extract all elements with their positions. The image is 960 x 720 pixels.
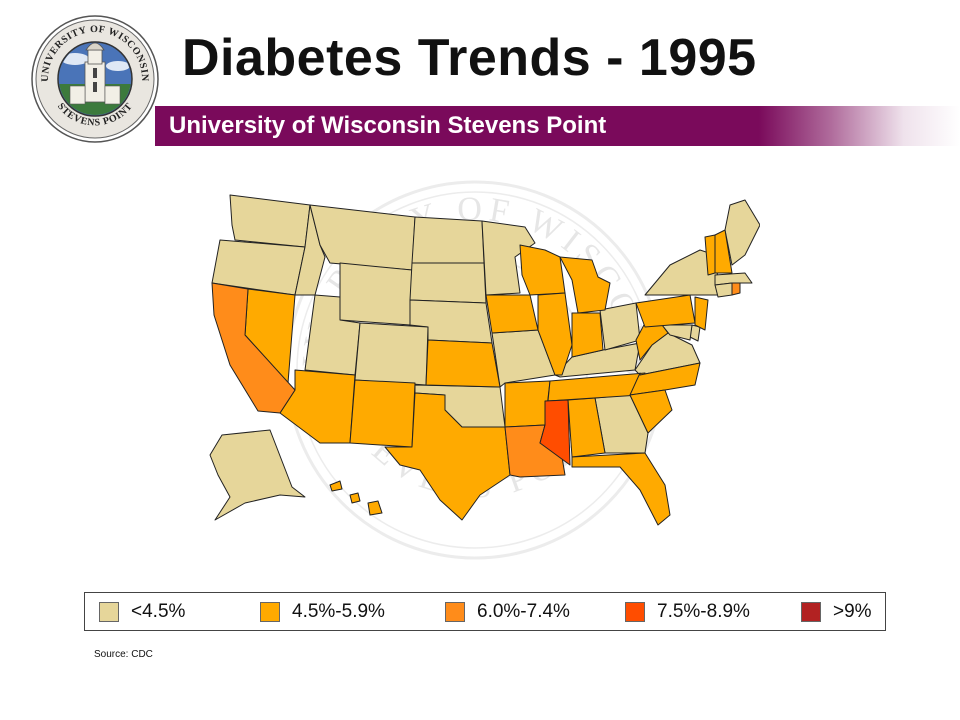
state-mi: [559, 256, 611, 314]
state-fl: [571, 452, 671, 526]
state-in: [571, 312, 604, 358]
legend-label: 7.5%-8.9%: [657, 601, 750, 622]
state-wa: [229, 194, 311, 248]
state-hi: [329, 480, 383, 516]
legend-label: <4.5%: [131, 601, 186, 622]
legend-item: >9%: [801, 601, 872, 623]
state-sd: [409, 262, 487, 304]
state-az: [279, 369, 356, 444]
state-pa: [635, 294, 696, 328]
legend-swatch: [801, 602, 821, 622]
university-seal-logo: UNIVERSITY OF WISCONSIN STEVENS POINT: [31, 15, 159, 143]
state-nj: [694, 296, 709, 331]
legend-swatch: [625, 602, 645, 622]
page-title: Diabetes Trends - 1995: [182, 29, 757, 87]
legend-item: 4.5%-5.9%: [260, 601, 385, 623]
state-sc: [629, 389, 673, 434]
state-me: [724, 199, 760, 266]
legend-item: <4.5%: [99, 601, 185, 623]
state-oh: [599, 302, 641, 351]
state-ar: [504, 380, 551, 428]
state-il: [537, 292, 573, 376]
legend-label: 4.5%-5.9%: [292, 601, 385, 622]
state-ma: [714, 272, 753, 286]
source-note: Source: CDC: [94, 649, 153, 660]
legend-label: >9%: [833, 601, 872, 622]
legend-label: 6.0%-7.4%: [477, 601, 570, 622]
subtitle-banner: University of Wisconsin Stevens Point: [155, 106, 960, 146]
state-ia: [485, 294, 539, 334]
state-ms: [539, 399, 571, 466]
state-ks: [425, 339, 501, 388]
state-wy: [339, 262, 413, 326]
state-tx: [384, 392, 511, 521]
us-diabetes-map: [209, 194, 760, 526]
state-wi: [519, 244, 566, 296]
legend-swatch: [260, 602, 280, 622]
state-nd: [411, 216, 485, 264]
legend: <4.5% 4.5%-5.9% 6.0%-7.4% 7.5%-8.9% >9%: [84, 592, 886, 631]
state-ca: [211, 282, 296, 414]
state-co: [354, 322, 429, 386]
state-mt: [309, 204, 416, 271]
legend-swatch: [99, 602, 119, 622]
state-ak: [209, 429, 306, 521]
legend-item: 7.5%-8.9%: [625, 601, 750, 623]
legend-item: 6.0%-7.4%: [445, 601, 570, 623]
subtitle: University of Wisconsin Stevens Point: [169, 112, 607, 139]
state-ri: [731, 282, 741, 296]
state-ct: [714, 282, 733, 298]
state-nm: [349, 379, 416, 448]
legend-swatch: [445, 602, 465, 622]
state-nh: [714, 229, 733, 274]
